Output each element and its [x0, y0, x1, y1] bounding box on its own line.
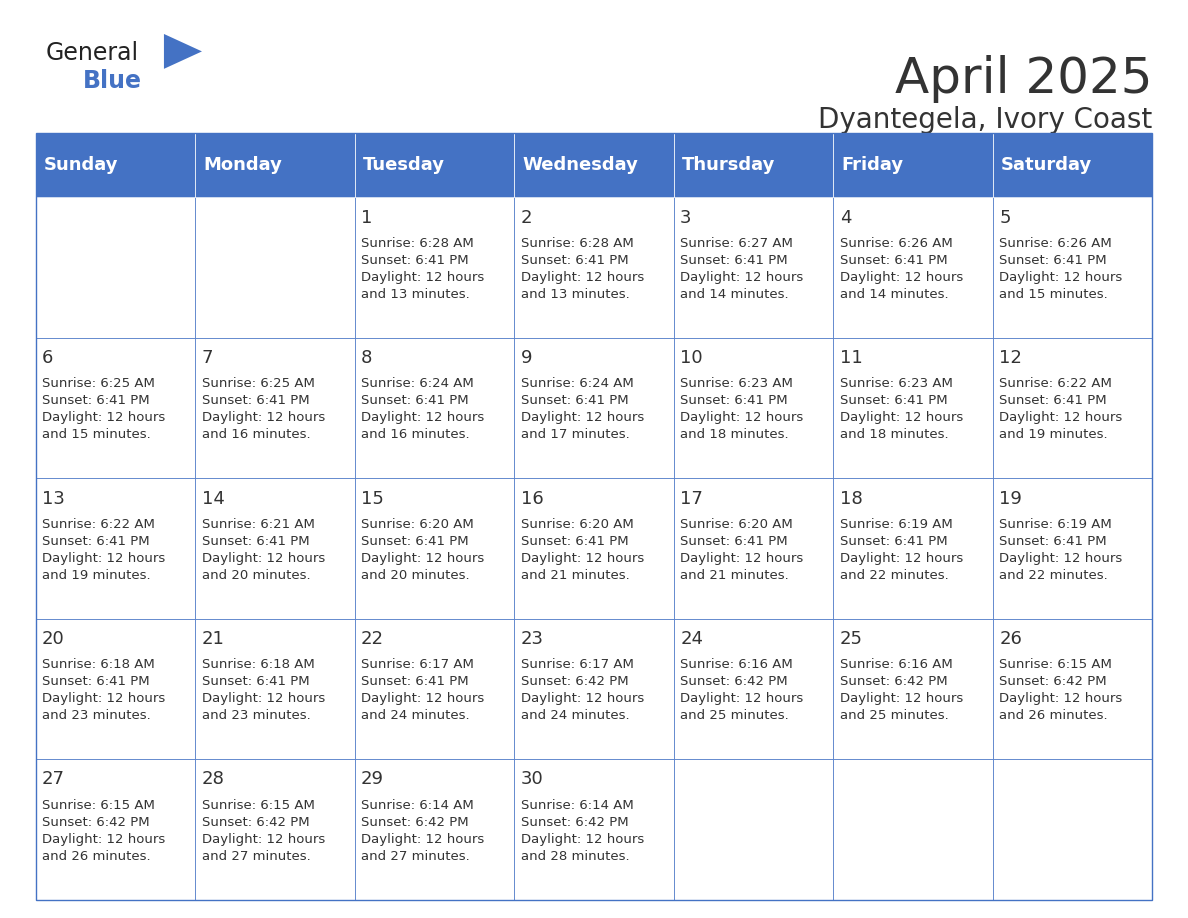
Text: 10: 10 — [681, 349, 703, 367]
Text: April 2025: April 2025 — [895, 55, 1152, 103]
Text: 23: 23 — [520, 630, 544, 648]
Text: 9: 9 — [520, 349, 532, 367]
Text: 30: 30 — [520, 770, 543, 789]
Text: 5: 5 — [999, 208, 1011, 227]
Text: 1: 1 — [361, 208, 373, 227]
Text: Sunrise: 6:26 AM
Sunset: 6:41 PM
Daylight: 12 hours
and 14 minutes.: Sunrise: 6:26 AM Sunset: 6:41 PM Dayligh… — [840, 237, 963, 301]
Text: Monday: Monday — [203, 156, 282, 174]
Text: 22: 22 — [361, 630, 384, 648]
Text: Sunrise: 6:17 AM
Sunset: 6:41 PM
Daylight: 12 hours
and 24 minutes.: Sunrise: 6:17 AM Sunset: 6:41 PM Dayligh… — [361, 658, 485, 722]
Text: Sunrise: 6:21 AM
Sunset: 6:41 PM
Daylight: 12 hours
and 20 minutes.: Sunrise: 6:21 AM Sunset: 6:41 PM Dayligh… — [202, 518, 324, 582]
Text: Sunrise: 6:20 AM
Sunset: 6:41 PM
Daylight: 12 hours
and 20 minutes.: Sunrise: 6:20 AM Sunset: 6:41 PM Dayligh… — [361, 518, 485, 582]
Text: Blue: Blue — [83, 69, 143, 93]
Text: Sunrise: 6:24 AM
Sunset: 6:41 PM
Daylight: 12 hours
and 17 minutes.: Sunrise: 6:24 AM Sunset: 6:41 PM Dayligh… — [520, 377, 644, 442]
Text: Thursday: Thursday — [682, 156, 775, 174]
Text: Sunrise: 6:16 AM
Sunset: 6:42 PM
Daylight: 12 hours
and 25 minutes.: Sunrise: 6:16 AM Sunset: 6:42 PM Dayligh… — [840, 658, 963, 722]
Text: Tuesday: Tuesday — [362, 156, 444, 174]
Text: 2: 2 — [520, 208, 532, 227]
Text: 14: 14 — [202, 489, 225, 508]
Text: 24: 24 — [681, 630, 703, 648]
Text: Sunrise: 6:20 AM
Sunset: 6:41 PM
Daylight: 12 hours
and 21 minutes.: Sunrise: 6:20 AM Sunset: 6:41 PM Dayligh… — [520, 518, 644, 582]
Text: Dyantegela, Ivory Coast: Dyantegela, Ivory Coast — [819, 106, 1152, 134]
Text: General: General — [45, 41, 138, 65]
Text: Sunrise: 6:28 AM
Sunset: 6:41 PM
Daylight: 12 hours
and 13 minutes.: Sunrise: 6:28 AM Sunset: 6:41 PM Dayligh… — [520, 237, 644, 301]
Text: 6: 6 — [42, 349, 53, 367]
Text: Sunrise: 6:23 AM
Sunset: 6:41 PM
Daylight: 12 hours
and 18 minutes.: Sunrise: 6:23 AM Sunset: 6:41 PM Dayligh… — [840, 377, 963, 442]
Text: Friday: Friday — [841, 156, 903, 174]
Text: Sunrise: 6:27 AM
Sunset: 6:41 PM
Daylight: 12 hours
and 14 minutes.: Sunrise: 6:27 AM Sunset: 6:41 PM Dayligh… — [681, 237, 803, 301]
Text: Sunrise: 6:22 AM
Sunset: 6:41 PM
Daylight: 12 hours
and 19 minutes.: Sunrise: 6:22 AM Sunset: 6:41 PM Dayligh… — [42, 518, 165, 582]
Text: 28: 28 — [202, 770, 225, 789]
Text: Sunrise: 6:20 AM
Sunset: 6:41 PM
Daylight: 12 hours
and 21 minutes.: Sunrise: 6:20 AM Sunset: 6:41 PM Dayligh… — [681, 518, 803, 582]
Text: 16: 16 — [520, 489, 543, 508]
Text: 8: 8 — [361, 349, 373, 367]
Text: 26: 26 — [999, 630, 1022, 648]
Text: Sunrise: 6:18 AM
Sunset: 6:41 PM
Daylight: 12 hours
and 23 minutes.: Sunrise: 6:18 AM Sunset: 6:41 PM Dayligh… — [42, 658, 165, 722]
Text: Sunrise: 6:23 AM
Sunset: 6:41 PM
Daylight: 12 hours
and 18 minutes.: Sunrise: 6:23 AM Sunset: 6:41 PM Dayligh… — [681, 377, 803, 442]
Text: Sunrise: 6:15 AM
Sunset: 6:42 PM
Daylight: 12 hours
and 27 minutes.: Sunrise: 6:15 AM Sunset: 6:42 PM Dayligh… — [202, 799, 324, 863]
Text: Sunrise: 6:26 AM
Sunset: 6:41 PM
Daylight: 12 hours
and 15 minutes.: Sunrise: 6:26 AM Sunset: 6:41 PM Dayligh… — [999, 237, 1123, 301]
Text: 15: 15 — [361, 489, 384, 508]
Text: Sunrise: 6:19 AM
Sunset: 6:41 PM
Daylight: 12 hours
and 22 minutes.: Sunrise: 6:19 AM Sunset: 6:41 PM Dayligh… — [840, 518, 963, 582]
Text: Sunrise: 6:19 AM
Sunset: 6:41 PM
Daylight: 12 hours
and 22 minutes.: Sunrise: 6:19 AM Sunset: 6:41 PM Dayligh… — [999, 518, 1123, 582]
Text: 12: 12 — [999, 349, 1022, 367]
Text: Sunrise: 6:22 AM
Sunset: 6:41 PM
Daylight: 12 hours
and 19 minutes.: Sunrise: 6:22 AM Sunset: 6:41 PM Dayligh… — [999, 377, 1123, 442]
Text: 3: 3 — [681, 208, 691, 227]
Text: Wednesday: Wednesday — [523, 156, 638, 174]
Text: 11: 11 — [840, 349, 862, 367]
Text: Saturday: Saturday — [1000, 156, 1092, 174]
Text: Sunrise: 6:14 AM
Sunset: 6:42 PM
Daylight: 12 hours
and 27 minutes.: Sunrise: 6:14 AM Sunset: 6:42 PM Dayligh… — [361, 799, 485, 863]
Text: 19: 19 — [999, 489, 1022, 508]
Text: Sunrise: 6:25 AM
Sunset: 6:41 PM
Daylight: 12 hours
and 15 minutes.: Sunrise: 6:25 AM Sunset: 6:41 PM Dayligh… — [42, 377, 165, 442]
Text: Sunrise: 6:16 AM
Sunset: 6:42 PM
Daylight: 12 hours
and 25 minutes.: Sunrise: 6:16 AM Sunset: 6:42 PM Dayligh… — [681, 658, 803, 722]
Text: Sunrise: 6:25 AM
Sunset: 6:41 PM
Daylight: 12 hours
and 16 minutes.: Sunrise: 6:25 AM Sunset: 6:41 PM Dayligh… — [202, 377, 324, 442]
Text: Sunrise: 6:18 AM
Sunset: 6:41 PM
Daylight: 12 hours
and 23 minutes.: Sunrise: 6:18 AM Sunset: 6:41 PM Dayligh… — [202, 658, 324, 722]
Text: 25: 25 — [840, 630, 862, 648]
Text: 17: 17 — [681, 489, 703, 508]
Text: 27: 27 — [42, 770, 65, 789]
Text: Sunrise: 6:17 AM
Sunset: 6:42 PM
Daylight: 12 hours
and 24 minutes.: Sunrise: 6:17 AM Sunset: 6:42 PM Dayligh… — [520, 658, 644, 722]
Text: 4: 4 — [840, 208, 851, 227]
Text: Sunday: Sunday — [44, 156, 118, 174]
Text: Sunrise: 6:28 AM
Sunset: 6:41 PM
Daylight: 12 hours
and 13 minutes.: Sunrise: 6:28 AM Sunset: 6:41 PM Dayligh… — [361, 237, 485, 301]
Text: 29: 29 — [361, 770, 384, 789]
Text: 20: 20 — [42, 630, 65, 648]
Text: Sunrise: 6:24 AM
Sunset: 6:41 PM
Daylight: 12 hours
and 16 minutes.: Sunrise: 6:24 AM Sunset: 6:41 PM Dayligh… — [361, 377, 485, 442]
Text: Sunrise: 6:14 AM
Sunset: 6:42 PM
Daylight: 12 hours
and 28 minutes.: Sunrise: 6:14 AM Sunset: 6:42 PM Dayligh… — [520, 799, 644, 863]
Text: 7: 7 — [202, 349, 213, 367]
Text: 18: 18 — [840, 489, 862, 508]
Text: Sunrise: 6:15 AM
Sunset: 6:42 PM
Daylight: 12 hours
and 26 minutes.: Sunrise: 6:15 AM Sunset: 6:42 PM Dayligh… — [999, 658, 1123, 722]
Text: 13: 13 — [42, 489, 65, 508]
Text: Sunrise: 6:15 AM
Sunset: 6:42 PM
Daylight: 12 hours
and 26 minutes.: Sunrise: 6:15 AM Sunset: 6:42 PM Dayligh… — [42, 799, 165, 863]
Text: 21: 21 — [202, 630, 225, 648]
